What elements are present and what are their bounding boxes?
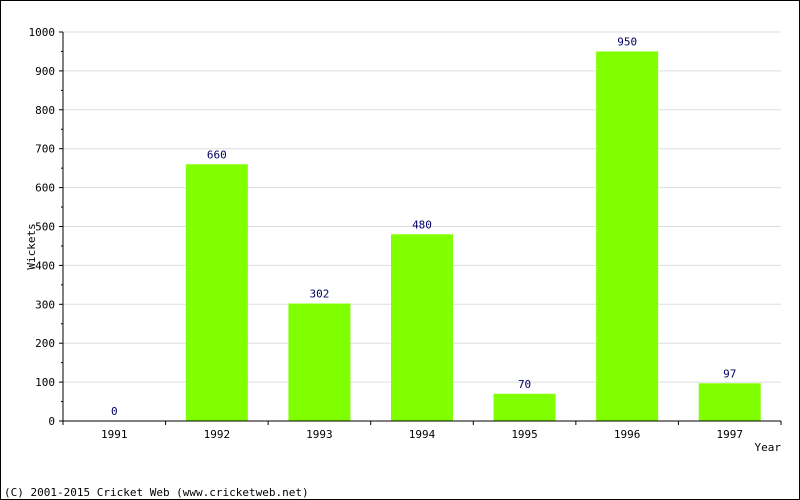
data-label-1994: 480 xyxy=(412,218,432,231)
bar-1992 xyxy=(185,164,248,421)
x-tick-label: 1994 xyxy=(409,428,436,441)
y-axis-title: Wickets xyxy=(25,223,38,269)
bar-1994 xyxy=(391,234,453,421)
x-tick-label: 1992 xyxy=(204,428,231,441)
data-label-1996: 950 xyxy=(617,35,637,48)
y-tick-label: 1000 xyxy=(29,26,56,39)
bar-1995 xyxy=(493,393,556,421)
data-label-1997: 97 xyxy=(723,367,736,380)
data-label-1991: 0 xyxy=(111,405,118,418)
x-tick-label: 1995 xyxy=(511,428,538,441)
y-tick-label: 0 xyxy=(48,415,55,428)
bar-1996 xyxy=(596,51,659,421)
x-tick-label: 1997 xyxy=(716,428,743,441)
bar-1997 xyxy=(698,383,761,421)
y-tick-label: 200 xyxy=(35,337,55,350)
y-tick-label: 600 xyxy=(35,182,55,195)
data-label-1995: 70 xyxy=(518,378,531,391)
y-tick-label: 800 xyxy=(35,104,55,117)
x-tick-label: 1991 xyxy=(101,428,128,441)
data-labels: 0 660 302 480 70 950 97 xyxy=(111,35,736,418)
y-tick-label: 300 xyxy=(35,298,55,311)
data-label-1993: 302 xyxy=(309,288,329,301)
bar-1993 xyxy=(288,303,351,421)
y-tick-label: 400 xyxy=(35,259,55,272)
y-tick-label: 900 xyxy=(35,65,55,78)
copyright-notice: (C) 2001-2015 Cricket Web (www.cricketwe… xyxy=(4,486,309,499)
data-label-1992: 660 xyxy=(207,148,227,161)
y-tick-label: 700 xyxy=(35,143,55,156)
x-axis-title: Year xyxy=(755,441,782,454)
y-tick-label: 500 xyxy=(35,221,55,234)
x-tick-label: 1993 xyxy=(306,428,333,441)
x-tick-label: 1996 xyxy=(614,428,641,441)
grid-lines xyxy=(63,31,781,383)
y-tick-label: 100 xyxy=(35,376,55,389)
bars xyxy=(185,51,761,421)
